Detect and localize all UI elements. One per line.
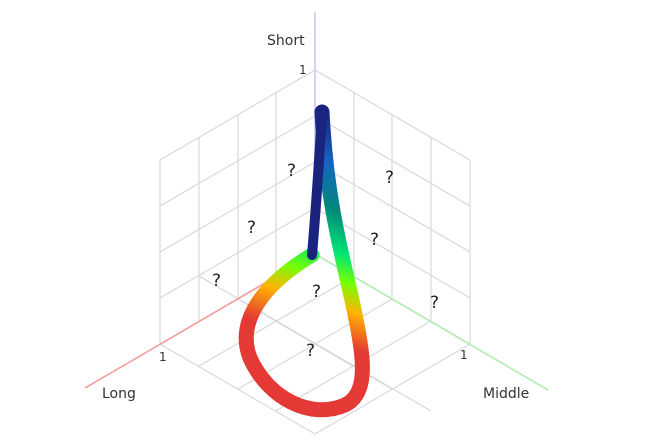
short-axis-tick: 1	[299, 63, 307, 77]
marker-1: ?	[287, 161, 296, 181]
short-axis-label: Short	[267, 33, 305, 49]
marker-2: ?	[247, 218, 256, 238]
middle-axis-tick: 1	[460, 348, 468, 362]
marker-5: ?	[370, 230, 379, 250]
marker-3: ?	[212, 271, 221, 291]
long-axis-tick: 1	[159, 350, 167, 364]
marker-7: ?	[312, 282, 321, 302]
shape-curve	[238, 104, 370, 418]
marker-4: ?	[385, 168, 394, 188]
left-grid-panel	[159, 69, 316, 345]
long-axis-label: Long	[102, 386, 136, 402]
marker-8: ?	[306, 341, 315, 361]
marker-6: ?	[430, 293, 439, 313]
middle-axis-label: Middle	[483, 386, 529, 402]
